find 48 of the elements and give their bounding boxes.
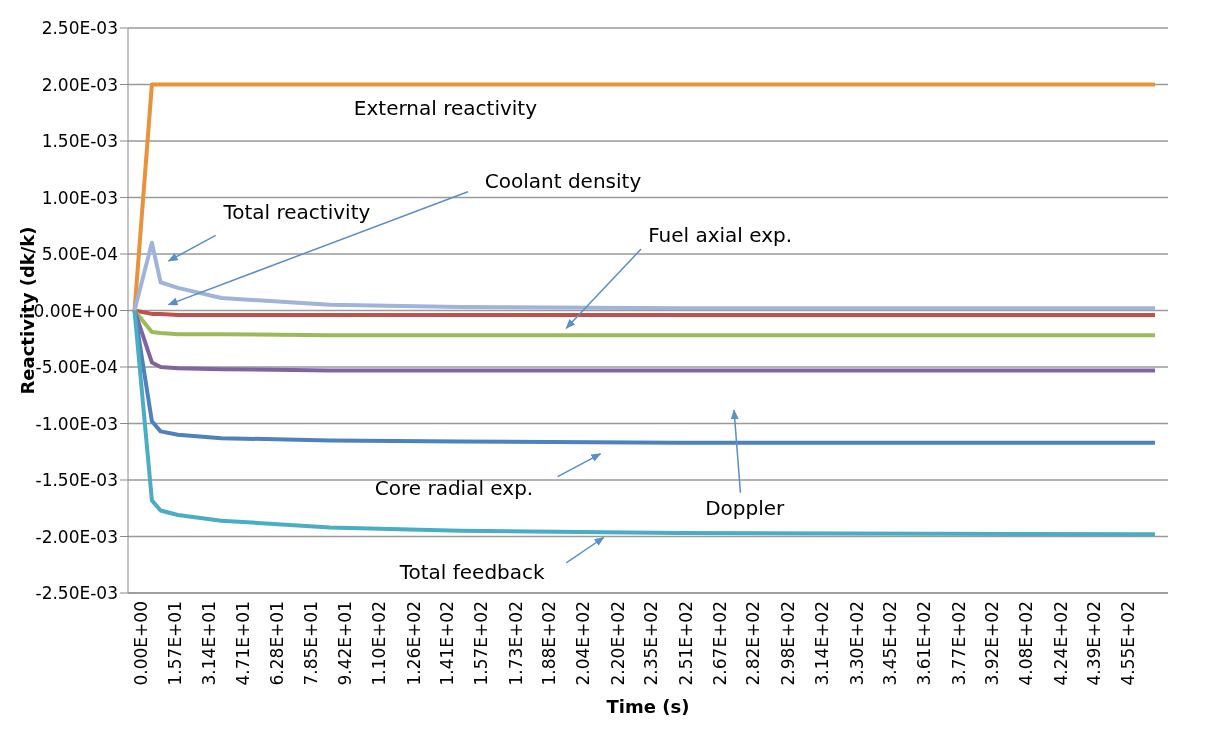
annotation: Fuel axial exp. (648, 223, 793, 248)
y-tick-label: -5.00E-04 (35, 357, 118, 378)
y-tick-label: -1.00E-03 (35, 413, 118, 434)
y-tick-label: 1.00E-03 (41, 187, 118, 208)
x-tick-label: 3.14E+02 (812, 601, 833, 686)
annotation: Total feedback (398, 560, 546, 585)
y-tick-label: 2.50E-03 (41, 18, 118, 39)
x-tick-label: 3.61E+02 (914, 601, 935, 686)
x-tick-label: 2.04E+02 (573, 601, 594, 686)
x-tick-label: 1.41E+02 (436, 601, 457, 686)
x-tick-label: 1.57E+01 (164, 601, 185, 686)
annotation: External reactivity (353, 96, 538, 121)
x-tick-label: 7.85E+01 (301, 601, 322, 686)
x-tick-label: 9.42E+01 (335, 601, 356, 686)
x-tick-label: 3.92E+02 (981, 601, 1002, 686)
x-tick-label: 3.14E+01 (198, 601, 219, 686)
x-tick-label: 3.30E+02 (847, 601, 868, 686)
x-tick-label: 2.67E+02 (710, 601, 731, 686)
x-tick-label: 2.51E+02 (675, 601, 696, 686)
x-tick-label: 1.73E+02 (506, 601, 527, 686)
x-tick-label: 4.24E+02 (1051, 601, 1072, 686)
y-tick-label: -2.00E-03 (35, 526, 118, 547)
x-tick-label: 1.10E+02 (369, 601, 390, 686)
annotation: Core radial exp. (374, 476, 534, 501)
x-tick-label: 4.55E+02 (1118, 601, 1139, 686)
x-axis-title: Time (s) (606, 696, 690, 717)
annotation: Total reactivity (222, 199, 371, 224)
x-tick-label: 1.57E+02 (471, 601, 492, 686)
annotation: Doppler (705, 496, 786, 521)
x-tick-label: 3.45E+02 (879, 601, 900, 686)
x-tick-label: 6.28E+01 (266, 601, 287, 686)
x-tick-label: 2.20E+02 (608, 601, 629, 686)
y-tick-label: 5.00E-04 (41, 244, 118, 265)
x-tick-label: 2.98E+02 (777, 601, 798, 686)
x-tick-label: 2.35E+02 (640, 601, 661, 686)
annotation: Coolant density (484, 168, 642, 193)
y-tick-label: -2.50E-03 (35, 583, 118, 604)
y-tick-label: 1.50E-03 (41, 131, 118, 152)
x-tick-label: 3.77E+02 (949, 601, 970, 686)
line-series (132, 308, 1157, 537)
x-tick-label: 1.26E+02 (404, 601, 425, 686)
y-tick-label: -1.50E-03 (35, 470, 118, 491)
x-tick-label: 1.88E+02 (538, 601, 559, 686)
x-tick-label: 4.08E+02 (1016, 601, 1037, 686)
x-tick-label: 2.82E+02 (742, 601, 763, 686)
x-tick-label: 4.39E+02 (1083, 601, 1104, 686)
x-tick-label: 4.71E+01 (232, 601, 253, 686)
y-tick-label: 2.00E-03 (41, 74, 118, 95)
